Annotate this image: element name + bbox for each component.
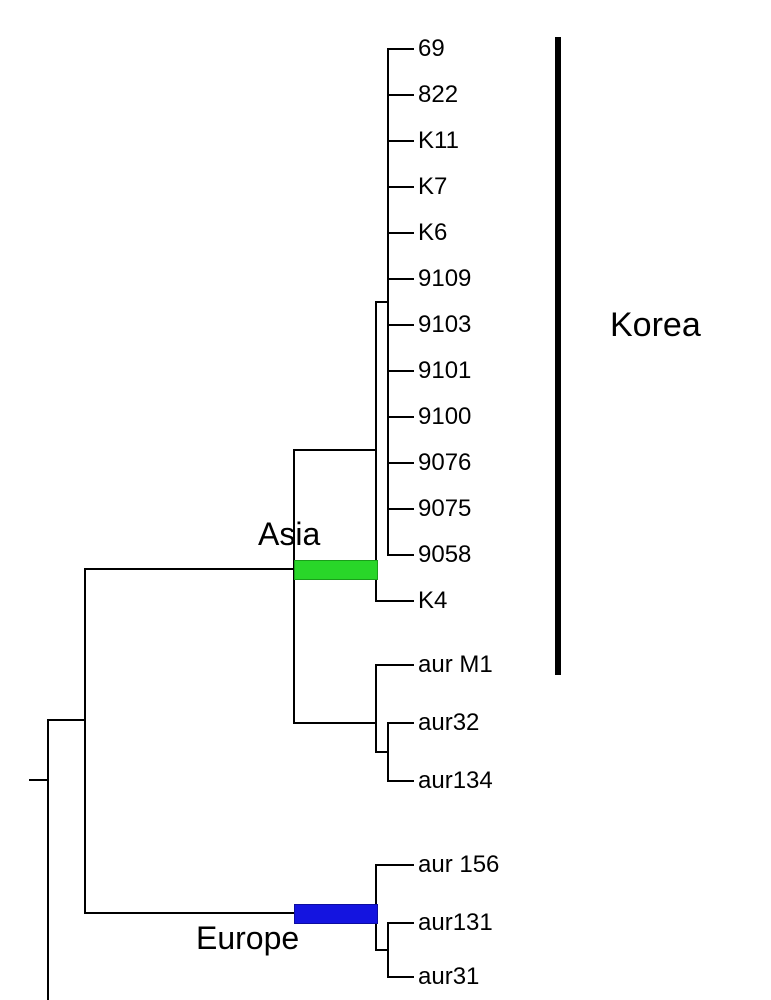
tip-label-taur31: aur31 <box>418 963 479 991</box>
europe-clade-label: Europe <box>196 920 299 957</box>
tip-label-taur32: aur32 <box>418 709 479 737</box>
tip-label-tK4: K4 <box>418 587 447 615</box>
tip-label-t9058: 9058 <box>418 541 471 569</box>
asia-clade-label: Asia <box>258 516 320 553</box>
asia-clade-bar <box>294 560 378 580</box>
korea-group-label: Korea <box>610 306 701 345</box>
tip-label-t69: 69 <box>418 35 445 63</box>
europe-clade-bar <box>294 904 378 924</box>
tip-label-t9100: 9100 <box>418 403 471 431</box>
tip-label-tK7: K7 <box>418 173 447 201</box>
tip-label-tK11: K11 <box>418 127 459 155</box>
tip-label-t9076: 9076 <box>418 449 471 477</box>
tip-label-taur134: aur134 <box>418 767 493 795</box>
tip-label-taurM1: aur M1 <box>418 651 493 679</box>
tip-label-tK6: K6 <box>418 219 447 247</box>
tip-label-taur156: aur 156 <box>418 851 499 879</box>
phylogenetic-tree <box>0 0 771 1000</box>
tip-label-t822: 822 <box>418 81 458 109</box>
tip-label-t9103: 9103 <box>418 311 471 339</box>
tip-label-t9109: 9109 <box>418 265 471 293</box>
tip-label-taur131: aur131 <box>418 909 493 937</box>
tip-label-t9075: 9075 <box>418 495 471 523</box>
tip-label-t9101: 9101 <box>418 357 471 385</box>
